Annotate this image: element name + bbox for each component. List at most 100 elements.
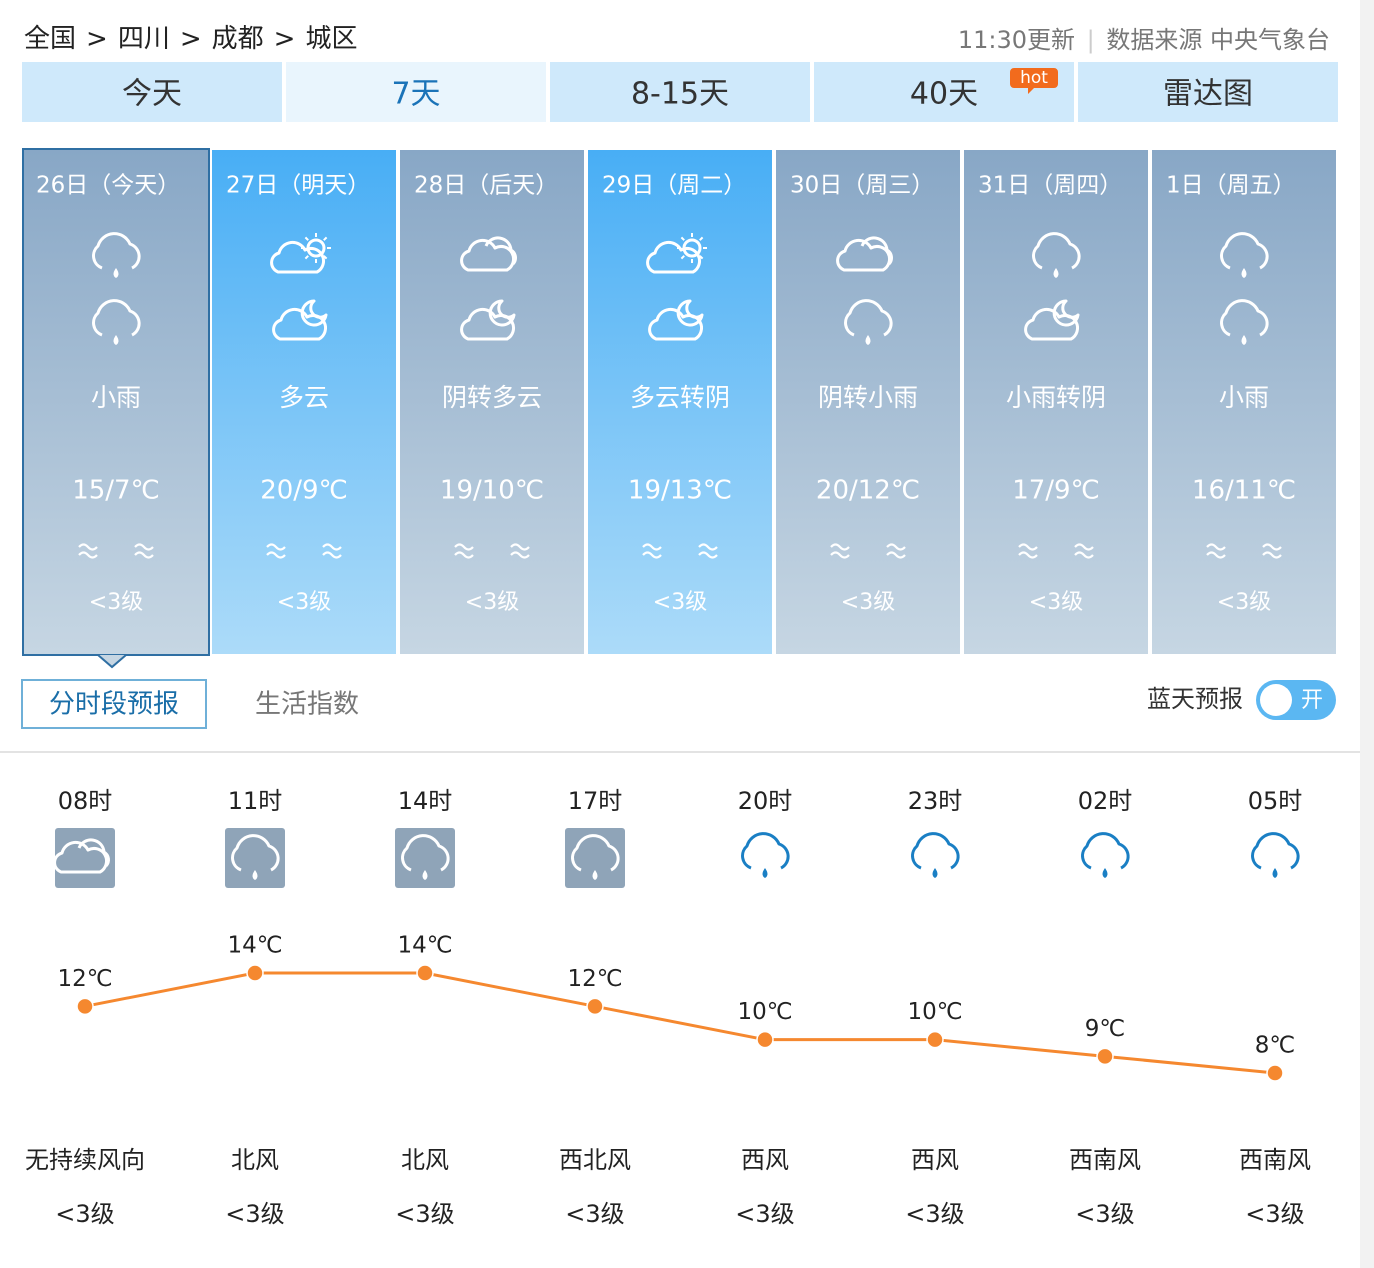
hot-badge-bg [1010,68,1058,94]
toggle-label[interactable]: 开 [1301,688,1323,713]
wind-direction: 西南风 [1239,1146,1311,1174]
cloud [646,240,702,274]
day-card[interactable] [400,150,584,654]
day-weather: 阴转多云 [442,383,542,412]
raindrop [762,868,768,878]
temp-point [416,964,434,982]
wind-icon [1262,551,1282,559]
tab-label[interactable]: 40天 [910,77,978,112]
day-date: 27日（明天） [226,173,370,199]
day-weather: 小雨 [1219,383,1269,412]
tab-label[interactable]: 今天 [122,77,182,112]
temp-point [246,964,264,982]
temp-label: 12℃ [57,966,112,992]
raindrop [1241,335,1247,345]
raindrop [252,870,258,880]
weather-icon [836,236,893,272]
tab-label[interactable]: 7天 [391,77,440,112]
day-wind: <3级 [1217,590,1271,615]
sun-ray [304,255,309,260]
crumb[interactable]: 全国 [24,24,77,54]
wind-icon [642,543,662,551]
temp-label: 12℃ [567,966,622,992]
wind-level: <3级 [565,1200,624,1228]
hour-time: 05时 [1248,787,1303,815]
day-card[interactable] [776,150,960,654]
day-date: 29日（周二） [602,173,746,199]
tab[interactable] [550,62,810,122]
day-card[interactable] [588,150,772,654]
day-date: 28日（后天） [414,173,558,199]
wind-icon [1018,551,1038,559]
tab[interactable] [1078,62,1338,122]
raindrop [422,870,428,880]
sun-ray [680,255,685,260]
hour-time: 02时 [1078,787,1133,815]
temp-label: 10℃ [907,999,962,1025]
toggle-knob[interactable] [1260,684,1292,716]
crumb[interactable]: 成都 [211,24,264,54]
weather-icon [1032,232,1081,278]
weather-icon [648,299,704,341]
update-info: 11:30更新 | 数据来源 中央气象台 [958,20,1330,55]
wind-icon [78,543,98,551]
crumb[interactable]: 城区 [305,24,358,54]
wind-level: <3级 [1075,1200,1134,1228]
tab-label[interactable]: 雷达图 [1163,77,1253,112]
subtab[interactable]: 生活指数 [255,690,359,720]
cloud [836,238,892,272]
temp-point [756,1030,774,1049]
update-time: 11:30更新 [957,26,1075,54]
temp-label: 14℃ [397,933,452,959]
wind-icon [454,551,474,559]
cloud [1024,307,1080,341]
day-wind: <3级 [841,590,895,615]
weather-icon [1251,832,1300,878]
cloud [270,240,326,274]
day-weather: 多云 [279,383,329,412]
day-temp: 20/9℃ [260,476,348,506]
wind-level: <3级 [735,1200,794,1228]
cloud [1251,832,1300,870]
wind-icon [830,551,850,559]
day-weather: 小雨 [91,383,141,412]
subtab[interactable]: 分时段预报 [49,690,179,720]
temp-point [76,997,94,1016]
weather-icon [92,232,141,278]
cloud-back [77,838,110,868]
wind-icon [322,551,342,559]
day-temp: 20/12℃ [816,476,920,506]
day-temp: 19/10℃ [440,476,544,506]
tab[interactable] [286,62,546,122]
day-weather: 多云转阴 [630,383,730,412]
day-temp: 17/9℃ [1012,476,1100,506]
source: 中央气象台 [1210,26,1330,54]
tab[interactable] [22,62,282,122]
day-card[interactable] [212,150,396,654]
hour-time: 20时 [738,787,793,815]
wind-level: <3级 [905,1200,964,1228]
day-date: 31日（周四） [978,173,1122,199]
wind-icon [134,543,154,551]
cloud [231,834,280,872]
weather-icon [1220,232,1269,278]
weather-icon [460,299,516,341]
tab-label[interactable]: 8-15天 [631,77,729,112]
wind-icon [698,543,718,551]
wind-icon [1074,543,1094,551]
hot-badge: hot [1020,68,1048,88]
wind-direction: 西北风 [559,1146,631,1174]
wind-icon [830,543,850,551]
weather-icon [1220,299,1269,345]
day-weather: 阴转小雨 [818,383,918,412]
sun-ray [680,236,685,241]
cloud [460,307,516,341]
crumb-separator: > [86,24,108,54]
subtab-active[interactable] [21,679,207,729]
wind-icon [886,543,906,551]
sun-ray [304,236,309,241]
temp-label: 14℃ [227,933,282,959]
wind-direction: 无持续风向 [25,1146,145,1174]
crumb[interactable]: 四川 [117,24,170,54]
